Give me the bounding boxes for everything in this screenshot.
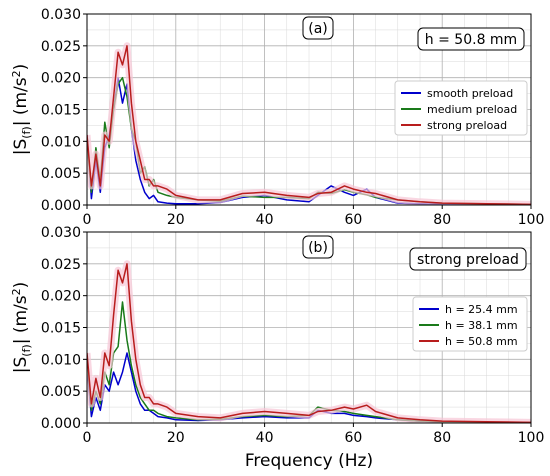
y-tick-label: 0.030 [41,225,81,241]
series-line [87,263,531,423]
y-tick-label: 0.020 [41,289,81,305]
x-tick-label: 20 [167,430,185,446]
legend-entry: h = 38.1 mm [445,319,518,332]
panel-label: (a) [308,21,328,37]
panel-label-box [302,235,334,259]
y-tick-label: 0.015 [41,321,81,337]
legend-box [412,296,528,352]
series-group [87,42,531,205]
y-axis-label: |S(f)| (m/s2) [10,64,33,156]
series-line [87,45,531,205]
x-tick-label: 20 [167,212,185,228]
x-tick-label: 100 [518,430,545,446]
x-tick-label: 0 [83,212,92,228]
y-tick-label: 0.015 [41,103,81,119]
annotation-text: h = 50.8 mm [425,32,517,48]
series-line [87,352,531,423]
x-tick-label: 40 [256,430,274,446]
y-tick-label: 0.030 [41,7,81,23]
legend-box [394,80,528,136]
annotation-box [409,247,527,271]
panel-label-box [302,16,334,40]
y-tick-label: 0.025 [41,39,81,55]
x-tick-label: 80 [433,212,451,228]
y-tick-label: 0.005 [41,166,81,182]
y-tick-label: 0.010 [41,352,81,368]
legend-entry: smooth preload [427,87,513,100]
series-group [87,260,531,423]
x-tick-label: 40 [256,212,274,228]
legend-entry: h = 25.4 mm [445,303,518,316]
x-axis-label: Frequency (Hz) [245,451,373,471]
y-tick-label: 0.005 [41,384,81,400]
legend-entry: strong preload [427,119,507,132]
panel-b: 0 20 40 60 80 100 0.000 0.005 0.010 0.015 0.020 0.0… [10,225,544,471]
y-tick-label: 0.025 [41,257,81,273]
x-tick-label: 100 [518,212,545,228]
plot-frame [86,13,532,206]
y-tick-label: 0.020 [41,71,81,87]
y-axis-label: |S(f)| (m/s2) [10,282,33,374]
y-tick-label: 0.000 [41,198,81,214]
x-tick-label: 60 [344,430,362,446]
x-tick-label: 80 [433,430,451,446]
annotation-text: strong preload [417,252,519,268]
legend-entry: h = 50.8 mm [445,335,518,348]
annotation-box [417,27,525,51]
panel-a: 0 20 40 60 80 100 0.000 0.005 0.010 0.015 0.020 0.0… [10,7,544,228]
panel-label: (b) [308,240,328,256]
y-tick-label: 0.000 [41,416,81,432]
legend-entry: medium preload [427,103,517,116]
x-tick-label: 0 [83,430,92,446]
x-tick-label: 60 [344,212,362,228]
plot-frame [86,231,532,424]
y-tick-label: 0.010 [41,134,81,150]
